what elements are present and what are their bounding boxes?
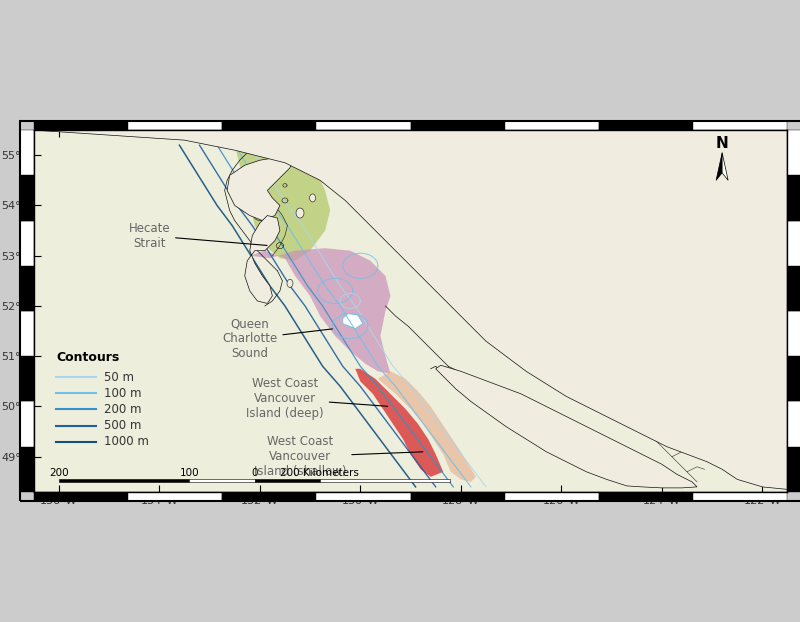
Bar	[316, 492, 410, 501]
Text: 100: 100	[179, 468, 199, 478]
Polygon shape	[716, 153, 722, 180]
Polygon shape	[378, 371, 476, 482]
Text: 100 m: 100 m	[104, 387, 142, 400]
Bar	[128, 492, 222, 501]
Bar	[128, 121, 222, 130]
Text: Contours: Contours	[56, 351, 119, 364]
Polygon shape	[296, 208, 304, 218]
Polygon shape	[436, 365, 697, 488]
Text: N: N	[716, 136, 729, 151]
Bar	[222, 492, 316, 501]
Bar	[20, 447, 34, 492]
Bar	[20, 266, 34, 311]
Bar	[787, 401, 800, 447]
Text: 50 m: 50 m	[104, 371, 134, 384]
Bar	[787, 447, 800, 492]
Text: 0: 0	[251, 468, 258, 478]
Polygon shape	[234, 140, 330, 261]
Bar	[787, 130, 800, 175]
Polygon shape	[245, 215, 280, 304]
Bar	[787, 221, 800, 266]
Polygon shape	[287, 279, 293, 287]
Polygon shape	[250, 248, 390, 374]
Bar	[694, 492, 787, 501]
Text: 1000 m: 1000 m	[104, 435, 149, 448]
Bar	[599, 492, 694, 501]
Bar	[320, 479, 450, 483]
Text: 200 Kilometers: 200 Kilometers	[281, 468, 359, 478]
Text: Hecate
Strait: Hecate Strait	[129, 221, 267, 249]
Bar	[505, 121, 599, 130]
Bar	[20, 121, 800, 501]
Bar	[20, 221, 34, 266]
Text: 200 m: 200 m	[104, 403, 142, 416]
Bar	[34, 121, 128, 130]
Bar	[787, 175, 800, 221]
Bar	[599, 121, 694, 130]
Bar	[222, 121, 316, 130]
Bar	[59, 479, 190, 483]
Bar	[787, 311, 800, 356]
Polygon shape	[227, 153, 295, 221]
Bar	[34, 492, 128, 501]
Bar	[316, 121, 410, 130]
Text: 200: 200	[49, 468, 69, 478]
Bar	[190, 479, 254, 483]
Bar	[254, 479, 320, 483]
Bar	[410, 492, 505, 501]
Text: West Coast
Vancouver
Island (shallow): West Coast Vancouver Island (shallow)	[254, 435, 423, 478]
Bar	[410, 121, 505, 130]
Bar	[20, 401, 34, 447]
Bar	[20, 175, 34, 221]
Bar	[505, 492, 599, 501]
Bar	[20, 130, 34, 175]
Polygon shape	[34, 130, 787, 490]
Polygon shape	[310, 194, 315, 202]
Bar	[20, 311, 34, 356]
Polygon shape	[355, 369, 443, 477]
Bar	[694, 121, 787, 130]
Bar	[787, 266, 800, 311]
Text: Queen
Charlotte
Sound: Queen Charlotte Sound	[222, 317, 333, 360]
Text: West Coast
Vancouver
Island (deep): West Coast Vancouver Island (deep)	[246, 378, 388, 420]
Text: 500 m: 500 m	[104, 419, 142, 432]
Polygon shape	[342, 313, 363, 328]
Polygon shape	[722, 153, 728, 180]
Bar	[20, 356, 34, 401]
Bar	[787, 356, 800, 401]
